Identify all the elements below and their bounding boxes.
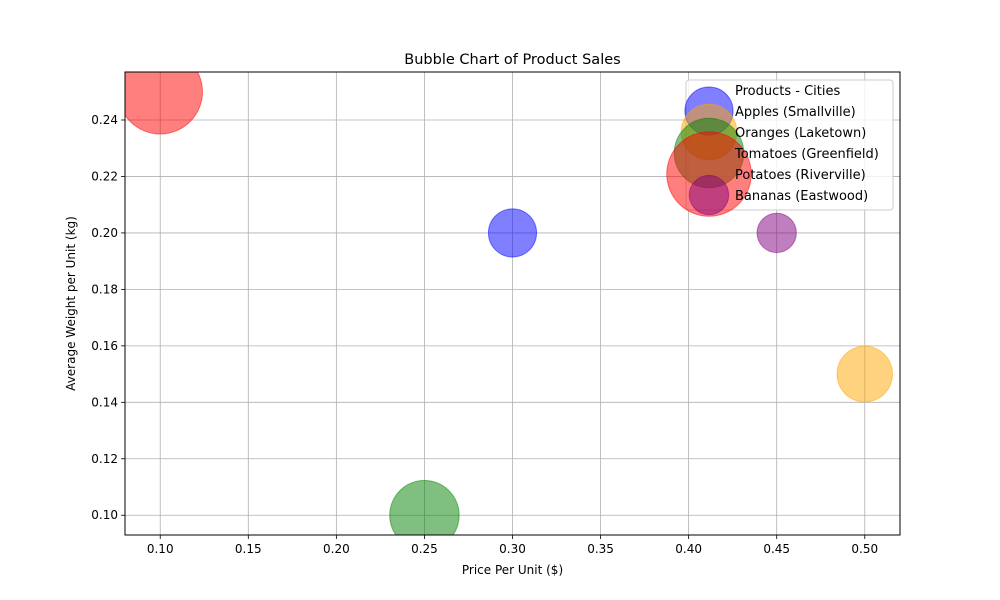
legend-label: Bananas (Eastwood)	[735, 189, 868, 204]
legend-label: Apples (Smallville)	[735, 105, 856, 120]
bubble	[389, 480, 460, 535]
y-tick-label: 0.14	[91, 395, 118, 409]
y-tick-label: 0.10	[91, 508, 118, 522]
bubble	[756, 212, 797, 254]
bubbles	[125, 72, 894, 535]
x-tick-label: 0.50	[851, 542, 878, 556]
y-tick-label: 0.22	[91, 169, 118, 183]
y-axis: 0.10 0.12 0.14 0.16 0.18 0.20 0.22 0.24	[91, 113, 125, 522]
x-tick-label: 0.45	[763, 542, 790, 556]
legend-label: Potatoes (Riverville)	[735, 168, 866, 183]
y-tick-label: 0.18	[91, 282, 118, 296]
legend-label: Oranges (Laketown)	[735, 126, 866, 141]
y-tick-label: 0.20	[91, 226, 118, 240]
bubble	[487, 208, 538, 258]
grid	[125, 72, 900, 535]
x-tick-label: 0.15	[235, 542, 262, 556]
legend-marker	[666, 131, 752, 217]
chart-title: Bubble Chart of Product Sales	[404, 52, 620, 68]
x-axis-title: Price Per Unit ($)	[462, 563, 563, 577]
y-tick-label: 0.12	[91, 452, 118, 466]
legend-marker	[688, 174, 730, 216]
bubble	[125, 72, 203, 135]
x-tick-label: 0.30	[499, 542, 526, 556]
x-axis: 0.10 0.15 0.20 0.25 0.30 0.35 0.40 0.45 0.50	[147, 535, 878, 556]
x-tick-label: 0.25	[411, 542, 438, 556]
x-tick-label: 0.20	[323, 542, 350, 556]
legend-title: Products - Cities	[735, 84, 840, 99]
x-tick-label: 0.40	[675, 542, 702, 556]
y-tick-label: 0.16	[91, 339, 118, 353]
x-tick-label: 0.10	[147, 542, 174, 556]
legend-label: Tomatoes (Greenfield)	[734, 147, 879, 162]
bubble	[836, 345, 894, 403]
x-tick-label: 0.35	[587, 542, 614, 556]
y-axis-title: Average Weight per Unit (kg)	[64, 216, 78, 391]
legend: Products - Cities Apples (Smallville) Ora…	[666, 79, 894, 217]
y-tick-label: 0.24	[91, 113, 118, 127]
